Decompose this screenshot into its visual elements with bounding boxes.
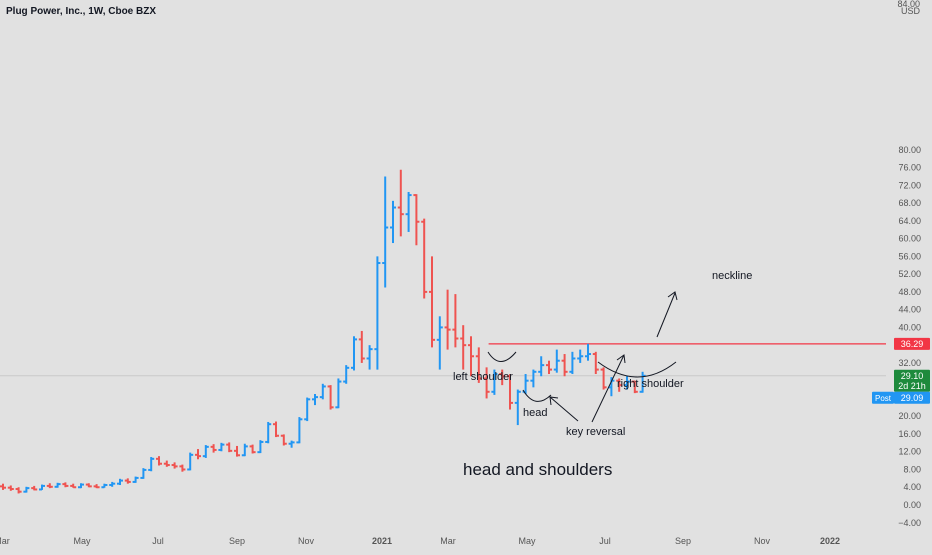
y-tick-label: 12.00 bbox=[898, 447, 921, 457]
post-price-tag bbox=[894, 391, 930, 404]
post-price-text: 29.09 bbox=[901, 393, 924, 403]
x-tick-label: Sep bbox=[675, 536, 691, 546]
key-reversal-label: key reversal bbox=[566, 426, 625, 438]
y-tick-label: 84.00 bbox=[897, 0, 920, 9]
x-tick-label: Nov bbox=[298, 536, 315, 546]
x-tick-label: Nov bbox=[754, 536, 771, 546]
x-tick-label: 2021 bbox=[372, 536, 392, 546]
left-shoulder-label: left shoulder bbox=[453, 371, 513, 383]
symbol-title: Plug Power, Inc., 1W, Cboe BZX bbox=[6, 6, 157, 17]
y-tick-label: 68.00 bbox=[898, 198, 921, 208]
right-shoulder-label: right shoulder bbox=[617, 378, 684, 390]
neckline-label: neckline bbox=[712, 270, 752, 282]
last-price-text: 29.10 bbox=[901, 371, 924, 381]
last-price-tag bbox=[894, 369, 930, 392]
x-tick-label: Mar bbox=[0, 536, 10, 546]
breakout-arrow-head bbox=[667, 291, 678, 301]
x-tick-label: Jul bbox=[599, 536, 611, 546]
x-tick-label: Mar bbox=[440, 536, 456, 546]
right-shoulder-arc bbox=[597, 361, 677, 378]
countdown-text: 2d 21h bbox=[898, 381, 926, 391]
y-tick-label: 4.00 bbox=[903, 482, 921, 492]
x-tick-label: May bbox=[518, 536, 536, 546]
pattern-title-label: head and shoulders bbox=[463, 460, 612, 479]
y-tick-label: 72.00 bbox=[898, 180, 921, 190]
key-reversal-arrow-line-2 bbox=[591, 354, 625, 423]
left-shoulder-arc bbox=[487, 351, 517, 362]
y-tick-label: 8.00 bbox=[903, 464, 921, 474]
y-tick-label: 56.00 bbox=[898, 251, 921, 261]
post-label-tag bbox=[872, 391, 894, 404]
y-tick-label: 64.00 bbox=[898, 216, 921, 226]
x-tick-label: May bbox=[73, 536, 91, 546]
y-tick-label: 0.00 bbox=[903, 500, 921, 510]
y-tick-label: 48.00 bbox=[898, 287, 921, 297]
key-reversal-arrow-line bbox=[549, 396, 579, 422]
neckline-price-text: 36.29 bbox=[901, 339, 924, 349]
post-label-text: Post bbox=[875, 394, 892, 403]
y-tick-label: −4.00 bbox=[898, 518, 921, 528]
currency-label: USD bbox=[901, 6, 921, 16]
y-tick-label: 80.00 bbox=[898, 145, 921, 155]
y-tick-label: 20.00 bbox=[898, 411, 921, 421]
x-tick-label: Jul bbox=[152, 536, 164, 546]
key-reversal-arrow-head bbox=[549, 396, 559, 406]
y-tick-label: 76.00 bbox=[898, 163, 921, 173]
key-reversal-arrow-head-2 bbox=[616, 354, 626, 364]
y-tick-label: 44.00 bbox=[898, 305, 921, 315]
breakout-arrow-line bbox=[656, 292, 676, 338]
head-arc bbox=[522, 389, 552, 402]
y-tick-label: 16.00 bbox=[898, 429, 921, 439]
head-label: head bbox=[523, 407, 547, 419]
y-tick-label: 52.00 bbox=[898, 269, 921, 279]
y-tick-label: 60.00 bbox=[898, 234, 921, 244]
y-tick-label: 32.00 bbox=[898, 358, 921, 368]
neckline-price-tag bbox=[894, 337, 930, 350]
x-tick-label: Sep bbox=[229, 536, 245, 546]
x-tick-label: 2022 bbox=[820, 536, 840, 546]
y-tick-label: 40.00 bbox=[898, 322, 921, 332]
